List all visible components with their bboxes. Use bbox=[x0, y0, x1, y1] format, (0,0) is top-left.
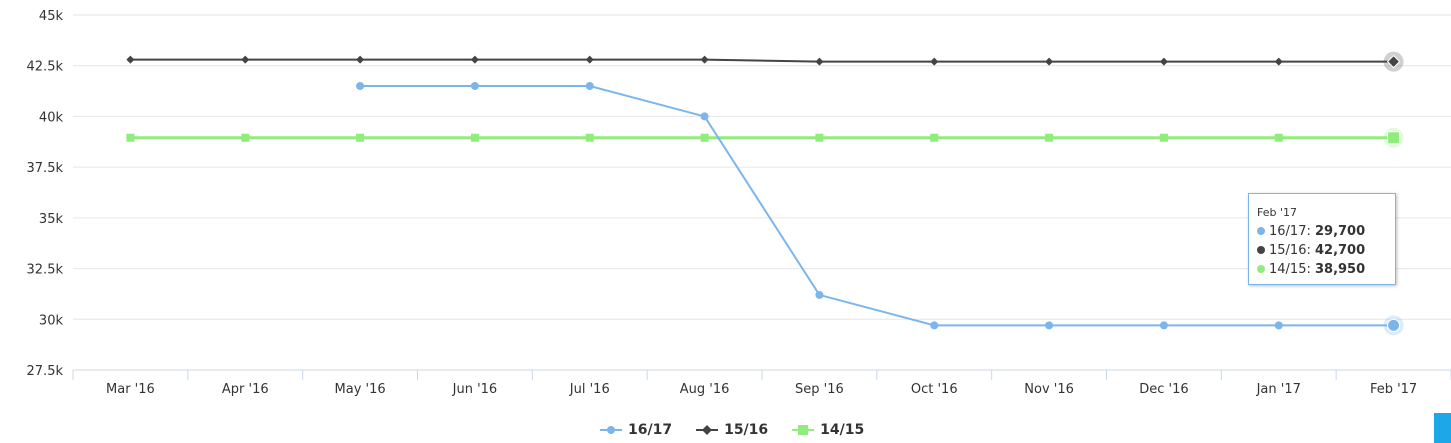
legend-symbol-circle-icon bbox=[600, 426, 622, 434]
tooltip-value: 38,950 bbox=[1314, 262, 1366, 277]
legend-item-16-17[interactable]: 16/17 bbox=[600, 422, 672, 438]
data-point bbox=[1045, 57, 1054, 66]
tooltip-row-16-17: 16/17: 29,700 bbox=[1257, 222, 1387, 241]
x-tick-label: Jun '16 bbox=[452, 382, 498, 397]
export-button[interactable] bbox=[1434, 413, 1451, 443]
data-point bbox=[585, 82, 594, 90]
x-tick-label: Jul '16 bbox=[569, 382, 610, 397]
x-tick-label: Nov '16 bbox=[1024, 382, 1074, 397]
data-point bbox=[930, 133, 939, 142]
x-tick-label: Aug '16 bbox=[680, 382, 730, 397]
tooltip-dot-16-17 bbox=[1257, 227, 1265, 235]
data-point bbox=[700, 55, 709, 64]
y-tick-label: 30k bbox=[39, 313, 64, 328]
tooltip: Feb '17 16/17: 29,700 15/16: 42,700 14/1… bbox=[1248, 193, 1396, 285]
tooltip-label: 14/15: bbox=[1269, 262, 1315, 277]
data-point bbox=[470, 133, 479, 142]
data-point bbox=[1159, 57, 1168, 66]
data-point bbox=[356, 55, 365, 64]
legend-symbol-diamond-icon bbox=[696, 425, 719, 435]
tooltip-row-14-15: 14/15: 38,950 bbox=[1257, 260, 1387, 279]
data-point bbox=[815, 57, 824, 66]
legend-label: 14/15 bbox=[820, 422, 865, 438]
tooltip-dot-14-15 bbox=[1257, 265, 1265, 273]
y-tick-label: 42.5k bbox=[27, 60, 64, 75]
data-point bbox=[126, 55, 135, 64]
y-tick-label: 32.5k bbox=[27, 263, 64, 278]
tooltip-value: 29,700 bbox=[1314, 224, 1366, 239]
data-point bbox=[700, 133, 709, 142]
legend-symbol-square-icon bbox=[792, 425, 815, 435]
data-point bbox=[241, 55, 250, 64]
tooltip-header: Feb '17 bbox=[1257, 206, 1297, 219]
data-point bbox=[241, 133, 250, 142]
y-tick-label: 40k bbox=[39, 110, 64, 125]
x-tick-label: Mar '16 bbox=[106, 382, 155, 397]
data-point bbox=[1274, 321, 1283, 330]
data-point bbox=[470, 82, 479, 90]
series-line-15-16 bbox=[130, 58, 1394, 63]
y-tick-label: 35k bbox=[39, 212, 64, 227]
tooltip-dot-15-16 bbox=[1257, 246, 1265, 254]
x-tick-label: Oct '16 bbox=[911, 382, 958, 397]
data-point bbox=[585, 55, 594, 64]
data-point bbox=[585, 133, 594, 142]
data-point bbox=[1387, 318, 1401, 332]
data-point bbox=[700, 112, 709, 121]
tooltip-row-15-16: 15/16: 42,700 bbox=[1257, 241, 1387, 260]
legend: 16/17 15/16 14/15 bbox=[600, 420, 864, 440]
x-tick-label: Feb '17 bbox=[1370, 382, 1417, 397]
data-point bbox=[1159, 133, 1168, 142]
legend-item-14-15[interactable]: 14/15 bbox=[792, 422, 864, 438]
series-line-16-17 bbox=[360, 85, 1394, 327]
data-point bbox=[126, 133, 135, 142]
y-tick-label: 27.5k bbox=[27, 364, 64, 379]
data-point bbox=[1045, 133, 1054, 142]
y-tick-label: 37.5k bbox=[27, 161, 64, 176]
data-point bbox=[1274, 57, 1283, 66]
y-tick-label: 45k bbox=[39, 9, 64, 24]
data-point bbox=[1386, 54, 1401, 69]
x-tick-label: May '16 bbox=[335, 382, 386, 397]
data-point bbox=[815, 133, 824, 142]
data-point bbox=[356, 133, 365, 142]
data-point bbox=[1274, 133, 1283, 142]
legend-item-15-16[interactable]: 15/16 bbox=[696, 422, 768, 438]
data-point bbox=[1159, 321, 1168, 330]
x-tick-label: Dec '16 bbox=[1139, 382, 1188, 397]
legend-label: 15/16 bbox=[724, 422, 769, 438]
legend-label: 16/17 bbox=[628, 422, 673, 438]
x-tick-label: Apr '16 bbox=[222, 382, 269, 397]
data-point bbox=[470, 55, 479, 64]
data-point bbox=[1045, 321, 1054, 330]
data-point bbox=[930, 321, 939, 330]
x-tick-label: Sep '16 bbox=[795, 382, 844, 397]
x-tick-label: Jan '17 bbox=[1256, 382, 1301, 397]
tooltip-label: 16/17: bbox=[1269, 224, 1315, 239]
tooltip-label: 15/16: bbox=[1269, 243, 1315, 258]
data-point bbox=[930, 57, 939, 66]
data-point bbox=[815, 290, 824, 299]
tooltip-value: 42,700 bbox=[1314, 243, 1366, 258]
data-point bbox=[356, 82, 365, 90]
data-point bbox=[1387, 131, 1401, 145]
